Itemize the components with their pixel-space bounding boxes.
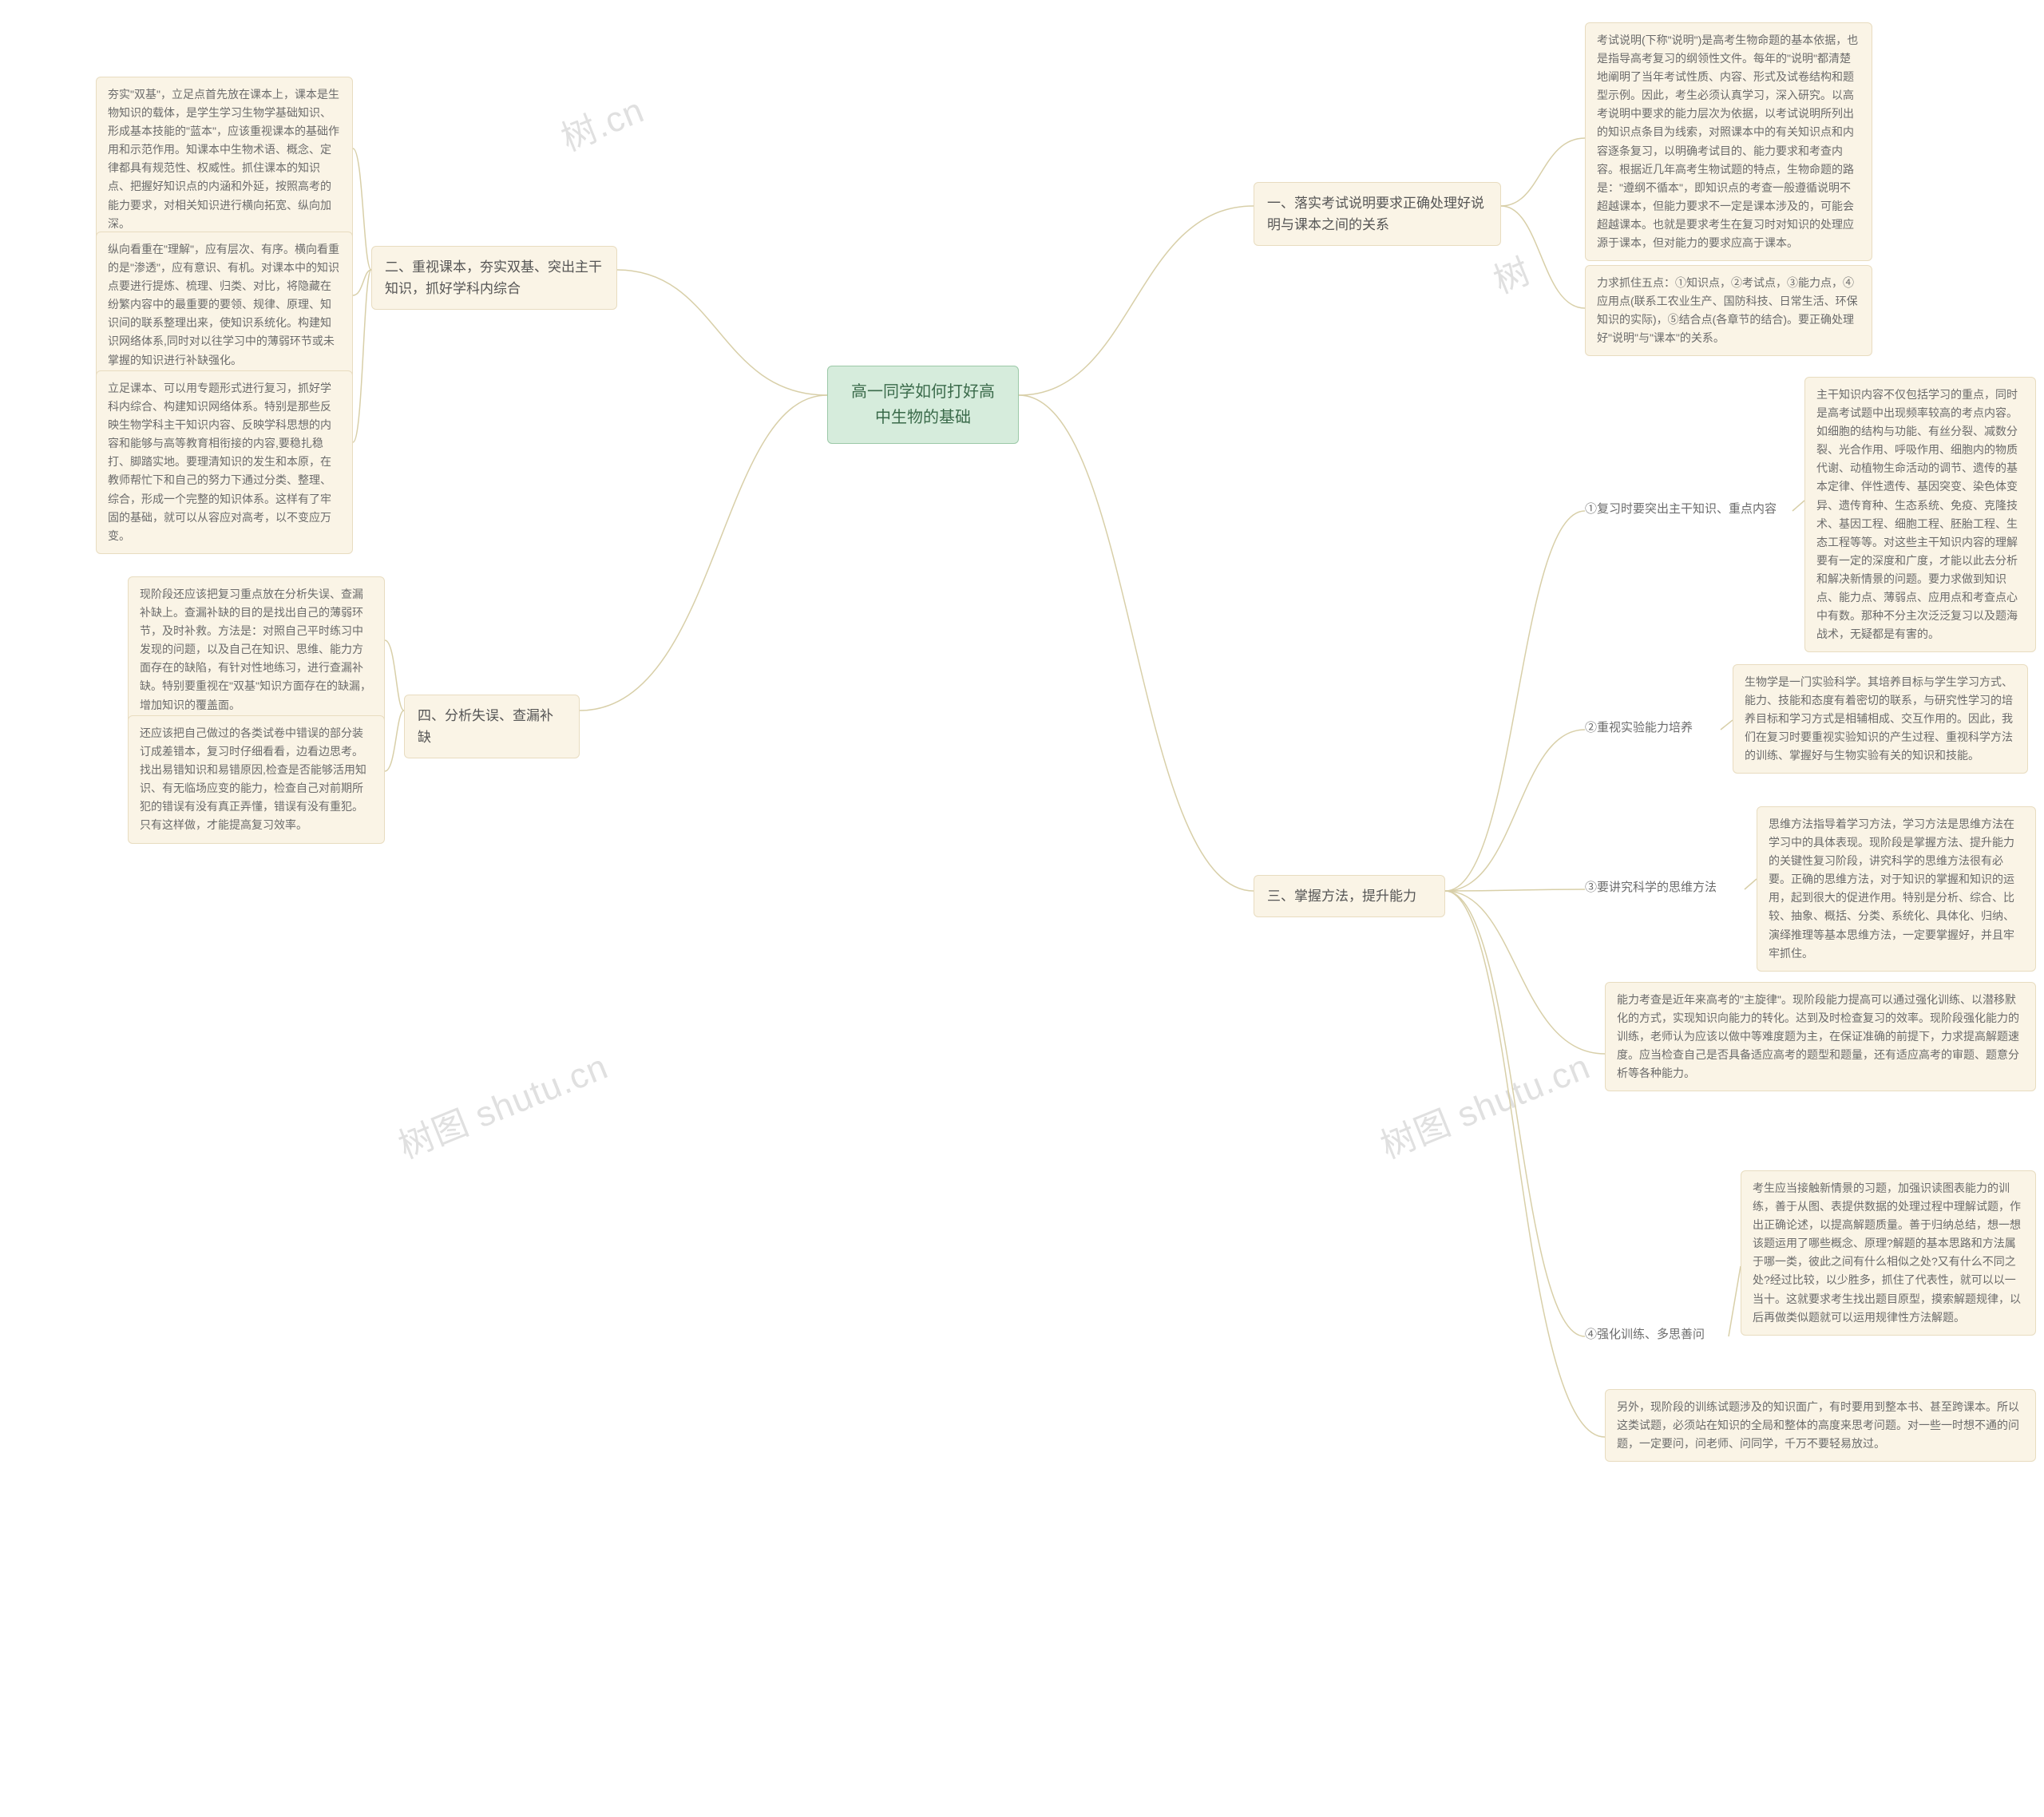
leaf-text: 纵向看重在"理解"，应有层次、有序。横向看重的是"渗透"，应有意识、有机。对课本…: [108, 243, 339, 366]
sub-label: ②重视实验能力培养: [1585, 721, 1693, 734]
branch-3-label: 三、掌握方法，提升能力: [1267, 889, 1416, 904]
branch-3-sub-0-text[interactable]: 主干知识内容不仅包括学习的重点，同时是高考试题中出现频率较高的考点内容。如细胞的…: [1804, 377, 2036, 652]
branch-2[interactable]: 二、重视课本，夯实双基、突出主干知识，抓好学科内综合: [371, 246, 617, 310]
root-label: 高一同学如何打好高中生物的基础: [851, 383, 995, 426]
branch-3-sub-4-label[interactable]: ④强化训练、多思善问: [1585, 1325, 1729, 1344]
branch-4-leaf-0[interactable]: 现阶段还应该把复习重点放在分析失误、查漏补缺上。查漏补缺的目的是找出自己的薄弱环…: [128, 576, 385, 723]
leaf-text: 思维方法指导着学习方法，学习方法是思维方法在学习中的具体表现。现阶段是掌握方法、…: [1769, 817, 2014, 960]
branch-3-sub-5-text[interactable]: 另外，现阶段的训练试题涉及的知识面广，有时要用到整本书、甚至跨课本。所以这类试题…: [1605, 1389, 2036, 1462]
branch-3-sub-1-label[interactable]: ②重视实验能力培养: [1585, 718, 1721, 738]
leaf-text: 主干知识内容不仅包括学习的重点，同时是高考试题中出现频率较高的考点内容。如细胞的…: [1816, 388, 2018, 640]
root-node[interactable]: 高一同学如何打好高中生物的基础: [827, 366, 1019, 444]
watermark: 树图 shutu.cn: [1372, 1038, 1596, 1168]
branch-1-leaf-1[interactable]: 力求抓住五点：①知识点，②考试点，③能力点，④应用点(联系工农业生产、国防科技、…: [1585, 265, 1872, 356]
sub-label: ③要讲究科学的思维方法: [1585, 881, 1717, 894]
watermark: 树.cn: [553, 81, 651, 160]
branch-2-leaf-0[interactable]: 夯实"双基"，立足点首先放在课本上，课本是生物知识的载体，是学生学习生物学基础知…: [96, 77, 353, 242]
branch-3-sub-0-label[interactable]: ①复习时要突出主干知识、重点内容: [1585, 500, 1792, 519]
sub-label: ④强化训练、多思善问: [1585, 1328, 1705, 1341]
leaf-text: 力求抓住五点：①知识点，②考试点，③能力点，④应用点(联系工农业生产、国防科技、…: [1597, 276, 1858, 344]
leaf-text: 现阶段还应该把复习重点放在分析失误、查漏补缺上。查漏补缺的目的是找出自己的薄弱环…: [140, 588, 371, 711]
leaf-text: 另外，现阶段的训练试题涉及的知识面广，有时要用到整本书、甚至跨课本。所以这类试题…: [1617, 1400, 2019, 1450]
branch-3-sub-3-text[interactable]: 能力考查是近年来高考的"主旋律"。现阶段能力提高可以通过强化训练、以潜移默化的方…: [1605, 982, 2036, 1091]
branch-1[interactable]: 一、落实考试说明要求正确处理好说明与课本之间的关系: [1254, 182, 1501, 246]
watermark: 树: [1485, 243, 1538, 303]
branch-1-label: 一、落实考试说明要求正确处理好说明与课本之间的关系: [1267, 196, 1484, 232]
leaf-text: 能力考查是近年来高考的"主旋律"。现阶段能力提高可以通过强化训练、以潜移默化的方…: [1617, 993, 2019, 1079]
leaf-text: 立足课本、可以用专题形式进行复习，抓好学科内综合、构建知识网络体系。特别是那些反…: [108, 382, 331, 542]
branch-3[interactable]: 三、掌握方法，提升能力: [1254, 875, 1445, 917]
branch-3-sub-1-text[interactable]: 生物学是一门实验科学。其培养目标与学生学习方式、能力、技能和态度有着密切的联系，…: [1733, 664, 2028, 774]
branch-3-sub-4-text[interactable]: 考生应当接触新情景的习题，加强识读图表能力的训练，善于从图、表提供数据的处理过程…: [1741, 1170, 2036, 1336]
branch-3-sub-2-text[interactable]: 思维方法指导着学习方法，学习方法是思维方法在学习中的具体表现。现阶段是掌握方法、…: [1757, 806, 2036, 972]
leaf-text: 夯实"双基"，立足点首先放在课本上，课本是生物知识的载体，是学生学习生物学基础知…: [108, 88, 339, 230]
branch-2-label: 二、重视课本，夯实双基、突出主干知识，抓好学科内综合: [385, 259, 602, 296]
branch-2-leaf-1[interactable]: 纵向看重在"理解"，应有层次、有序。横向看重的是"渗透"，应有意识、有机。对课本…: [96, 232, 353, 378]
branch-4[interactable]: 四、分析失误、查漏补缺: [404, 695, 580, 758]
leaf-text: 考试说明(下称"说明")是高考生物命题的基本依据，也是指导高考复习的纲领性文件。…: [1597, 34, 1858, 249]
branch-1-leaf-0[interactable]: 考试说明(下称"说明")是高考生物命题的基本依据，也是指导高考复习的纲领性文件。…: [1585, 22, 1872, 261]
sub-label: ①复习时要突出主干知识、重点内容: [1585, 502, 1777, 516]
leaf-text: 生物学是一门实验科学。其培养目标与学生学习方式、能力、技能和态度有着密切的联系，…: [1745, 675, 2013, 762]
watermark: 树图 shutu.cn: [390, 1038, 614, 1168]
leaf-text: 还应该把自己做过的各类试卷中错误的部分装订成差错本，复习时仔细看看，边看边思考。…: [140, 726, 366, 831]
mindmap-canvas: 树图 shutu.cn 树图 shutu.cn 树.cn 树 高一同学如何打: [0, 0, 2044, 1817]
branch-4-leaf-1[interactable]: 还应该把自己做过的各类试卷中错误的部分装订成差错本，复习时仔细看看，边看边思考。…: [128, 715, 385, 844]
leaf-text: 考生应当接触新情景的习题，加强识读图表能力的训练，善于从图、表提供数据的处理过程…: [1753, 1182, 2021, 1324]
branch-4-label: 四、分析失误、查漏补缺: [418, 708, 553, 745]
branch-3-sub-2-label[interactable]: ③要讲究科学的思维方法: [1585, 878, 1745, 897]
branch-2-leaf-2[interactable]: 立足课本、可以用专题形式进行复习，抓好学科内综合、构建知识网络体系。特别是那些反…: [96, 370, 353, 554]
